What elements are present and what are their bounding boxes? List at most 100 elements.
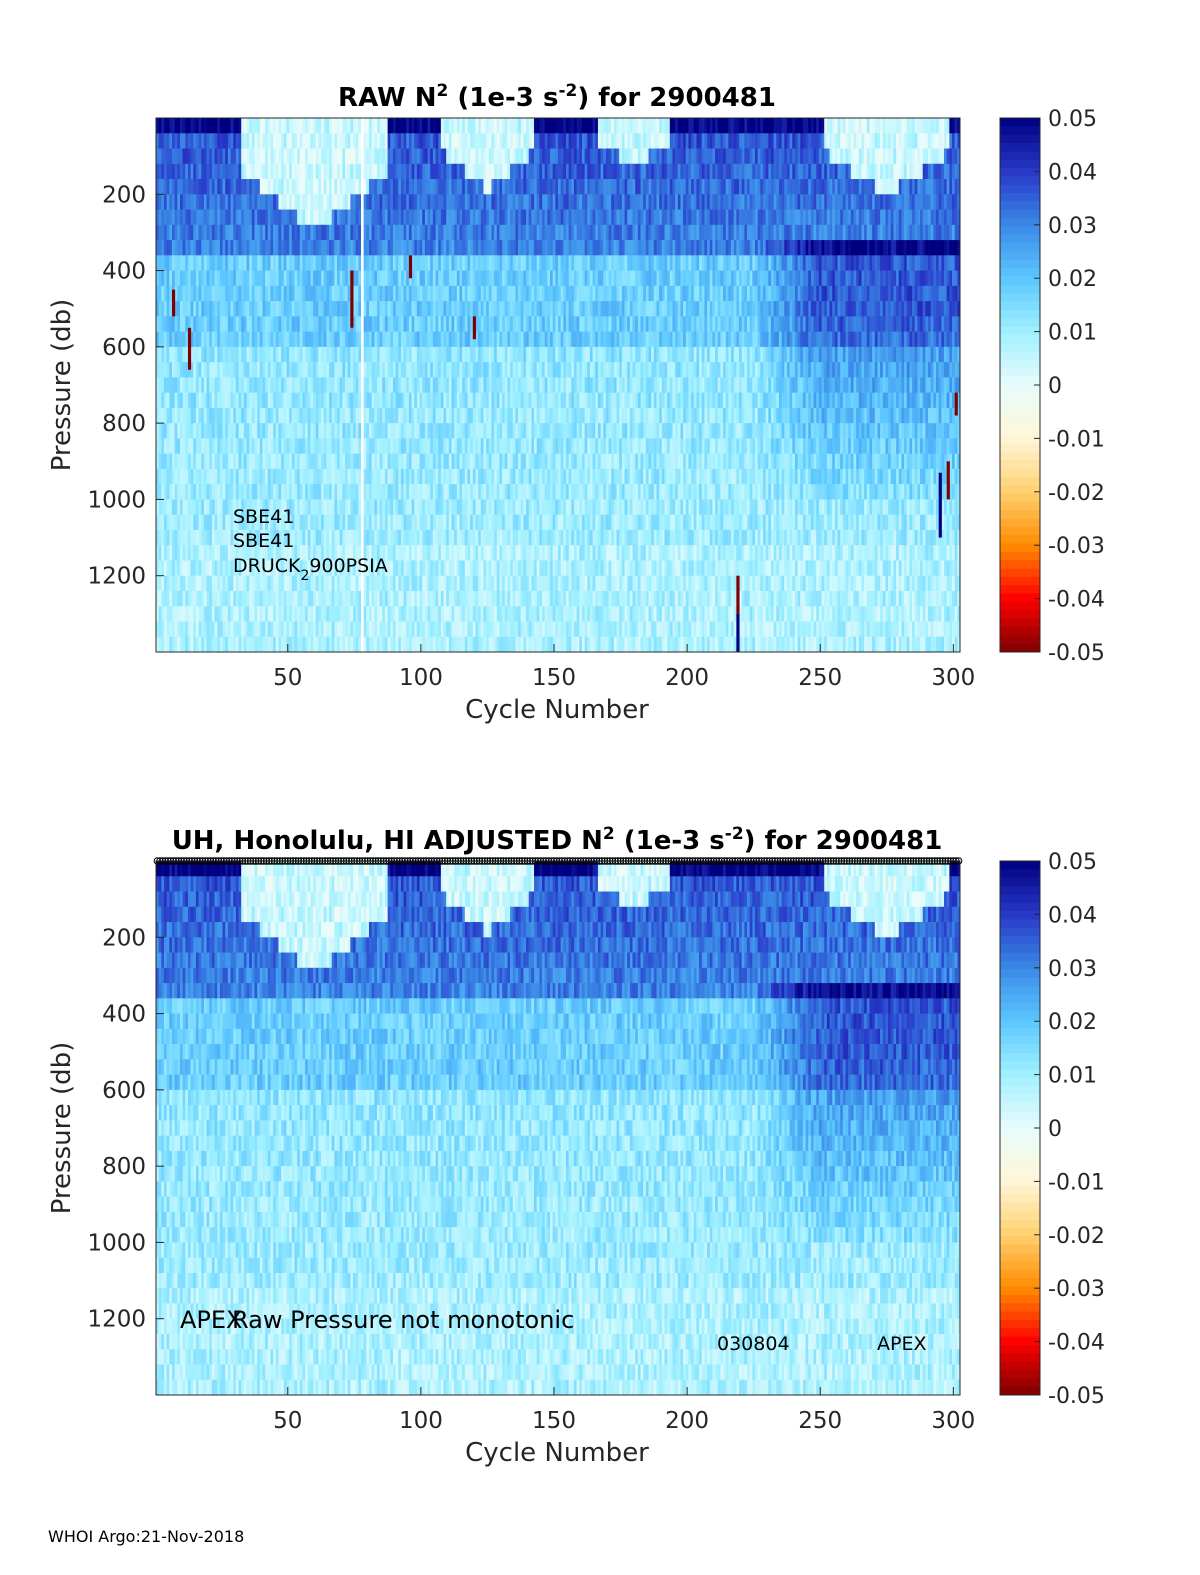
heatmap-cell	[225, 240, 229, 256]
heatmap-cell	[161, 163, 165, 180]
heatmap-cell	[358, 346, 362, 363]
heatmap-cell	[209, 362, 213, 378]
heatmap-cell	[326, 179, 330, 195]
heatmap-cell	[360, 407, 365, 424]
heatmap-cell	[222, 209, 226, 226]
heatmap-cell	[297, 118, 301, 134]
heatmap-cell	[310, 560, 314, 577]
heatmap-cell	[515, 194, 519, 210]
heatmap-cell	[219, 163, 223, 180]
heatmap-cell	[337, 606, 341, 622]
heatmap-cell	[230, 163, 234, 180]
heatmap-cell	[523, 636, 527, 653]
heatmap-cell	[318, 438, 322, 455]
heatmap-cell	[515, 529, 519, 546]
heatmap-cell	[422, 423, 426, 439]
heatmap-cell	[156, 224, 160, 241]
heatmap-cell	[225, 133, 229, 149]
heatmap-cell	[486, 301, 490, 317]
heatmap-cell	[259, 255, 263, 271]
heatmap-cell	[443, 514, 447, 531]
heatmap-cell	[350, 377, 354, 394]
heatmap-cell	[416, 590, 420, 607]
heatmap-cell	[329, 163, 333, 180]
heatmap-cell	[203, 499, 207, 516]
heatmap-cell	[270, 453, 274, 470]
heatmap-cell	[275, 285, 279, 302]
heatmap-cell	[321, 423, 325, 439]
heatmap-cell	[270, 285, 274, 302]
heatmap-cell	[289, 133, 293, 149]
heatmap-cell	[387, 148, 391, 165]
heatmap-cell	[334, 590, 338, 607]
heatmap-cell	[201, 407, 205, 424]
heatmap-cell	[179, 392, 184, 409]
heatmap-cell	[297, 148, 301, 165]
heatmap-cell	[174, 118, 178, 134]
heatmap-cell	[491, 529, 495, 546]
heatmap-cell	[331, 514, 335, 531]
heatmap-cell	[342, 316, 346, 332]
heatmap-cell	[390, 529, 394, 546]
heatmap-cell	[390, 362, 394, 378]
heatmap-cell	[187, 468, 192, 485]
heatmap-cell	[171, 423, 176, 439]
heatmap-cell	[310, 194, 314, 210]
heatmap-cell	[440, 407, 444, 424]
heatmap-cell	[422, 285, 426, 302]
heatmap-cell	[331, 270, 335, 287]
heatmap-cell	[313, 514, 317, 531]
heatmap-cell	[243, 468, 247, 485]
heatmap-cell	[185, 255, 189, 271]
heatmap-cell	[169, 560, 173, 577]
heatmap-cell	[398, 468, 402, 485]
heatmap-cell	[337, 194, 341, 210]
heatmap-cell	[406, 240, 410, 256]
heatmap-cell	[368, 316, 373, 332]
heatmap-cell	[315, 453, 319, 470]
heatmap-cell	[435, 423, 439, 439]
heatmap-cell	[206, 362, 210, 378]
heatmap-cell	[363, 270, 367, 287]
heatmap-cell	[499, 529, 503, 546]
heatmap-cell	[406, 224, 410, 241]
heatmap-cell	[488, 255, 492, 271]
heatmap-cell	[368, 560, 373, 577]
heatmap-cell	[177, 118, 181, 134]
heatmap-cell	[163, 285, 168, 302]
heatmap-cell	[499, 499, 503, 516]
heatmap-cell	[246, 194, 250, 210]
heatmap-cell	[342, 423, 346, 439]
heatmap-cell	[454, 179, 458, 195]
heatmap-cell	[198, 575, 202, 592]
heatmap-cell	[475, 331, 479, 348]
heatmap-cell	[337, 209, 341, 226]
heatmap-cell	[310, 545, 314, 561]
heatmap-cell	[475, 316, 479, 332]
heatmap-cell	[355, 133, 359, 149]
heatmap-cell	[206, 133, 210, 149]
heatmap-cell	[182, 118, 186, 134]
heatmap-cell	[171, 209, 176, 226]
heatmap-cell	[467, 392, 471, 409]
heatmap-cell	[233, 270, 237, 287]
heatmap-cell	[374, 346, 378, 363]
heatmap-cell	[342, 270, 346, 287]
heatmap-cell	[355, 209, 359, 226]
heatmap-cell	[273, 621, 277, 638]
heatmap-cell	[185, 331, 189, 348]
heatmap-cell	[368, 209, 373, 226]
heatmap-cell	[179, 514, 184, 531]
heatmap-cell	[270, 468, 274, 485]
heatmap-cell	[334, 560, 338, 577]
heatmap-cell	[291, 270, 295, 287]
heatmap-cell	[331, 118, 335, 134]
heatmap-cell	[462, 270, 466, 287]
heatmap-cell	[281, 606, 285, 622]
heatmap-cell	[278, 514, 282, 531]
heatmap-cell	[424, 346, 428, 363]
heatmap-cell	[371, 514, 375, 531]
heatmap-cell	[203, 529, 207, 546]
heatmap-cell	[371, 240, 375, 256]
heatmap-cell	[241, 499, 245, 516]
